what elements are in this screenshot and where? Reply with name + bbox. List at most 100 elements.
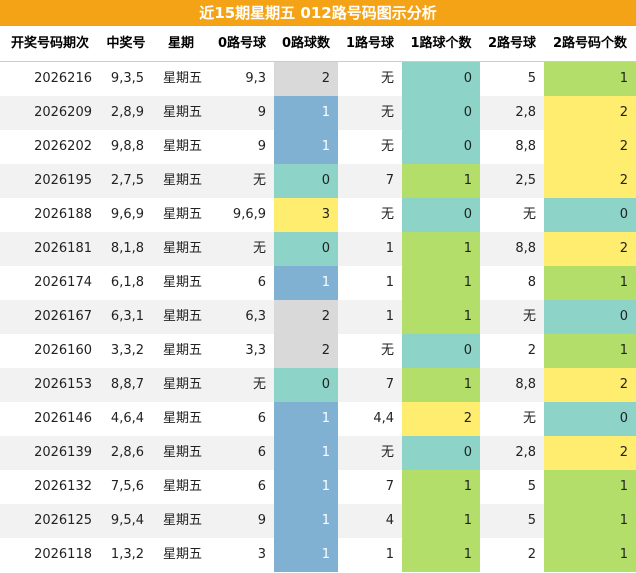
table-cell: 2 — [544, 368, 636, 402]
column-header: 中奖号 — [100, 26, 152, 62]
table-cell: 2026146 — [0, 402, 100, 436]
table-cell: 无 — [338, 334, 402, 368]
table-cell: 8,8 — [480, 368, 544, 402]
table-cell: 1 — [544, 334, 636, 368]
table-cell: 1 — [544, 62, 636, 96]
table-cell: 1 — [544, 538, 636, 572]
table-cell: 2026139 — [0, 436, 100, 470]
table-cell: 5 — [480, 62, 544, 96]
table-cell: 1 — [402, 504, 480, 538]
table-cell: 0 — [544, 198, 636, 232]
table-cell: 0 — [544, 402, 636, 436]
table-cell: 6 — [210, 470, 274, 504]
table-cell: 星期五 — [152, 198, 210, 232]
table-cell: 星期五 — [152, 164, 210, 198]
table-cell: 1 — [274, 538, 338, 572]
table-cell: 1 — [338, 300, 402, 334]
table-cell: 2 — [274, 62, 338, 96]
table-cell: 7 — [338, 164, 402, 198]
table-cell: 2026181 — [0, 232, 100, 266]
table-cell: 0 — [402, 62, 480, 96]
table-cell: 8,8 — [480, 232, 544, 266]
table-cell: 0 — [402, 130, 480, 164]
table-cell: 3 — [274, 198, 338, 232]
table-cell: 0 — [544, 300, 636, 334]
table-cell: 2026153 — [0, 368, 100, 402]
table-cell: 2,5 — [480, 164, 544, 198]
table-cell: 1 — [402, 266, 480, 300]
table-cell: 1 — [274, 470, 338, 504]
table-cell: 2026195 — [0, 164, 100, 198]
table-cell: 0 — [274, 164, 338, 198]
table-cell: 1 — [274, 436, 338, 470]
table-cell: 9 — [210, 504, 274, 538]
table-cell: 6,3 — [210, 300, 274, 334]
table-cell: 2 — [274, 334, 338, 368]
table-cell: 2026132 — [0, 470, 100, 504]
table-cell: 2026125 — [0, 504, 100, 538]
table-cell: 星期五 — [152, 334, 210, 368]
table-cell: 2 — [480, 538, 544, 572]
table-cell: 2,8,6 — [100, 436, 152, 470]
column-header: 开奖号码期次 — [0, 26, 100, 62]
table-cell: 7 — [338, 368, 402, 402]
table-cell: 2,8,9 — [100, 96, 152, 130]
table-cell: 2026216 — [0, 62, 100, 96]
table-cell: 7 — [338, 470, 402, 504]
table-cell: 2,8 — [480, 96, 544, 130]
table-cell: 1 — [544, 470, 636, 504]
table-cell: 2 — [402, 402, 480, 436]
table-cell: 1 — [544, 504, 636, 538]
table-cell: 无 — [338, 62, 402, 96]
table-cell: 3 — [210, 538, 274, 572]
table-cell: 9,8,8 — [100, 130, 152, 164]
table-cell: 2 — [544, 232, 636, 266]
table-cell: 无 — [338, 436, 402, 470]
table-cell: 0 — [402, 334, 480, 368]
table-cell: 9,6,9 — [210, 198, 274, 232]
table-cell: 无 — [210, 232, 274, 266]
table-cell: 无 — [338, 198, 402, 232]
table-cell: 3,3 — [210, 334, 274, 368]
table-cell: 2026167 — [0, 300, 100, 334]
table-cell: 星期五 — [152, 62, 210, 96]
table-cell: 2026118 — [0, 538, 100, 572]
table-cell: 2026174 — [0, 266, 100, 300]
table-cell: 1 — [402, 164, 480, 198]
table-cell: 1 — [338, 232, 402, 266]
table-cell: 9,5,4 — [100, 504, 152, 538]
table-cell: 1 — [338, 266, 402, 300]
table-cell: 无 — [338, 130, 402, 164]
table-cell: 1 — [338, 538, 402, 572]
table-cell: 4,4 — [338, 402, 402, 436]
table-cell: 星期五 — [152, 504, 210, 538]
table-cell: 星期五 — [152, 436, 210, 470]
table-cell: 6 — [210, 436, 274, 470]
table-cell: 9,3,5 — [100, 62, 152, 96]
table-cell: 1 — [544, 266, 636, 300]
table-cell: 1 — [402, 470, 480, 504]
table-cell: 4 — [338, 504, 402, 538]
table-cell: 8,8 — [480, 130, 544, 164]
column-header: 星期 — [152, 26, 210, 62]
table-cell: 9 — [210, 130, 274, 164]
table-cell: 6,3,1 — [100, 300, 152, 334]
table-cell: 星期五 — [152, 368, 210, 402]
table-cell: 1 — [402, 538, 480, 572]
column-header: 1路球个数 — [402, 26, 480, 62]
table-cell: 星期五 — [152, 232, 210, 266]
column-header: 2路号球 — [480, 26, 544, 62]
table-cell: 8 — [480, 266, 544, 300]
table-cell: 星期五 — [152, 402, 210, 436]
table-cell: 无 — [210, 368, 274, 402]
table-cell: 2026202 — [0, 130, 100, 164]
table-cell: 无 — [338, 96, 402, 130]
table-cell: 1 — [402, 232, 480, 266]
table-cell: 无 — [210, 164, 274, 198]
column-header: 2路号码个数 — [544, 26, 636, 62]
table-cell: 2 — [480, 334, 544, 368]
table-cell: 8,1,8 — [100, 232, 152, 266]
table-cell: 9 — [210, 96, 274, 130]
table-cell: 8,8,7 — [100, 368, 152, 402]
